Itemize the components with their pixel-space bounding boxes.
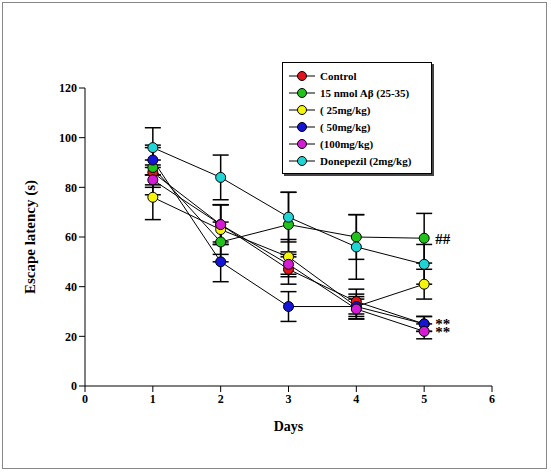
svg-text:20: 20 — [65, 330, 77, 344]
html-text:( 25mg/kg): ( 25mg/kg) — [320, 103, 371, 116]
svg-text:2: 2 — [218, 392, 224, 406]
html-text:15 nmol Aβ (25-35): 15 nmol Aβ (25-35) — [320, 86, 410, 99]
html-text:( 50mg/kg): ( 50mg/kg) — [320, 120, 371, 133]
svg-text:120: 120 — [59, 81, 77, 95]
html-text:(100mg/kg): (100mg/kg) — [320, 137, 374, 150]
svg-text:##: ## — [435, 231, 451, 247]
svg-text:100: 100 — [59, 131, 77, 145]
svg-text:Escape latency (s): Escape latency (s) — [22, 180, 39, 294]
svg-text:**: ** — [435, 324, 450, 340]
svg-text:3: 3 — [286, 392, 292, 406]
svg-text:4: 4 — [353, 392, 359, 406]
svg-text:Days: Days — [274, 419, 304, 434]
svg-text:6: 6 — [489, 392, 495, 406]
html-text:Control: Control — [320, 69, 357, 82]
svg-text:80: 80 — [65, 181, 77, 195]
svg-text:0: 0 — [71, 379, 77, 393]
svg-text:1: 1 — [150, 392, 156, 406]
svg-text:40: 40 — [65, 280, 77, 294]
html-text:Donepezil (2mg/kg): Donepezil (2mg/kg) — [320, 154, 412, 167]
svg-text:0: 0 — [82, 392, 88, 406]
svg-text:60: 60 — [65, 230, 77, 244]
svg-text:5: 5 — [421, 392, 427, 406]
